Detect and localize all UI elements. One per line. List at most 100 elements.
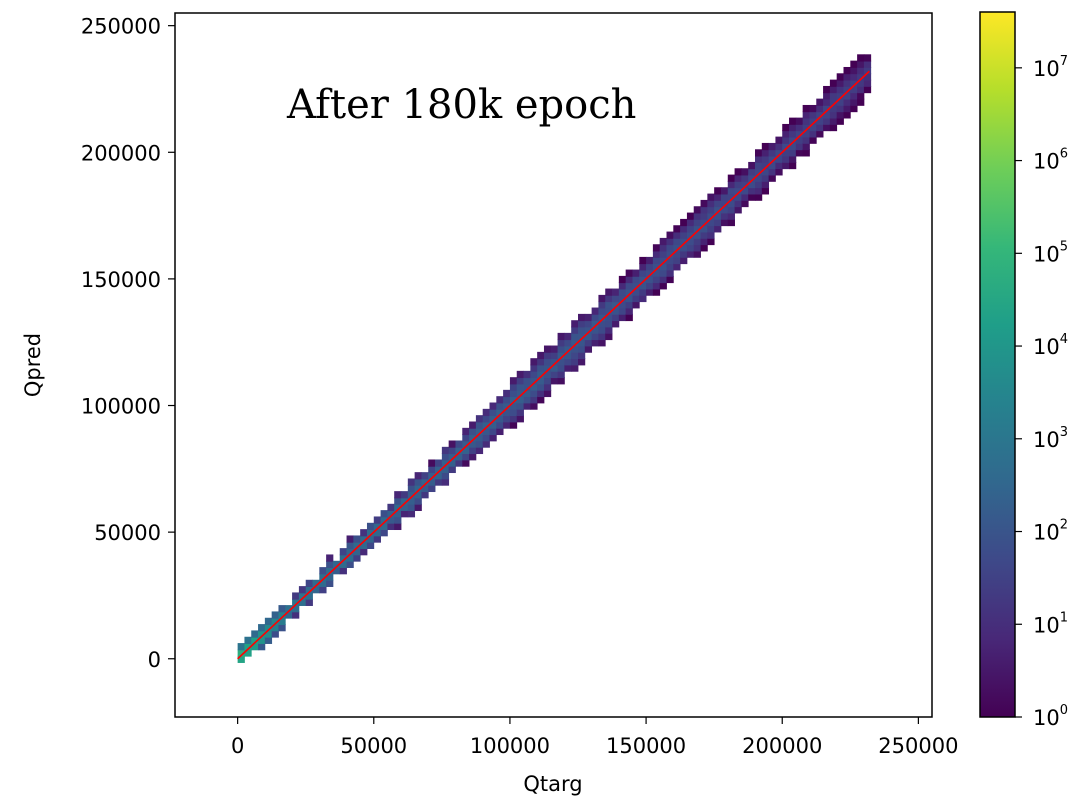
histogram-bin [652, 288, 661, 296]
histogram-bin [469, 421, 477, 429]
histogram-bin [462, 459, 470, 467]
histogram-bin [625, 275, 633, 284]
histogram-bin [768, 168, 776, 176]
histogram-bin [843, 85, 851, 94]
histogram-bin [693, 212, 701, 220]
histogram-bin [652, 269, 661, 277]
histogram-bin [782, 136, 790, 144]
histogram-bin [346, 560, 354, 568]
histogram-bin [673, 237, 681, 246]
histogram-bin [550, 364, 558, 372]
histogram-bin [584, 339, 593, 347]
histogram-bin [503, 389, 511, 398]
histogram-bin [564, 332, 572, 341]
histogram-bin [469, 427, 477, 436]
histogram-bin [387, 516, 395, 524]
histogram-bin [543, 358, 552, 366]
histogram-bin [618, 301, 627, 309]
histogram-bin [809, 117, 817, 125]
histogram-bin [618, 275, 627, 284]
histogram-bin [326, 560, 334, 568]
histogram-bin [802, 130, 810, 138]
histogram-bin [571, 332, 579, 341]
histogram-bin [734, 168, 742, 176]
histogram-bin [802, 149, 810, 157]
x-tick-label: 50000 [340, 734, 407, 758]
histogram-bin [741, 180, 749, 189]
histogram-bin [578, 351, 586, 360]
histogram-bin [571, 345, 579, 353]
histogram-bin [775, 142, 783, 151]
histogram-bin [455, 440, 463, 448]
histogram-bin [639, 256, 647, 265]
histogram-bin [271, 617, 279, 625]
histogram-bin [829, 123, 838, 132]
histogram-bin [578, 320, 586, 328]
histogram-bin [366, 529, 375, 537]
histogram-bin [755, 161, 763, 170]
histogram-bin [652, 250, 661, 258]
histogram-bin [857, 54, 865, 62]
y-tick-label: 250000 [81, 15, 161, 39]
histogram-bin [455, 459, 463, 467]
histogram-bin [428, 459, 436, 467]
histogram-bin [360, 548, 368, 556]
histogram-bin [366, 535, 375, 543]
histogram-bin [850, 98, 858, 106]
histogram-bin [557, 332, 565, 341]
histogram-bin [421, 491, 429, 499]
histogram-bin [612, 294, 620, 303]
histogram-bin [836, 85, 844, 94]
histogram-bin [686, 212, 695, 220]
histogram-bin [612, 301, 620, 309]
histogram-bin [768, 142, 776, 151]
histogram-bin [366, 541, 375, 549]
histogram-bin [707, 212, 715, 220]
histogram-bin [605, 307, 613, 315]
histogram-bin [489, 415, 497, 423]
histogram-bin [373, 529, 381, 537]
histogram-bin [802, 111, 810, 119]
histogram-bin [816, 123, 824, 132]
histogram-bin [809, 136, 817, 144]
histogram-bin [714, 193, 722, 201]
histogram-bin [843, 111, 851, 119]
histogram-bin [693, 237, 701, 246]
colorbar-tick-label: 102 [1033, 518, 1068, 545]
histogram-bin [775, 136, 783, 144]
histogram-bin [857, 85, 865, 94]
histogram-bin [714, 218, 722, 227]
histogram-bin [584, 345, 593, 353]
histogram-bin [836, 79, 844, 87]
histogram-bin [605, 301, 613, 309]
histogram-bin [441, 465, 450, 474]
annotation-text: After 180k epoch [286, 82, 636, 128]
histogram-bin [857, 60, 865, 68]
histogram-bin [394, 510, 402, 518]
histogram-bin [591, 313, 599, 322]
histogram-bin [768, 155, 776, 163]
histogram-bin [598, 294, 606, 303]
histogram-bin [537, 351, 545, 360]
histogram-bin [836, 117, 844, 125]
histogram-bin [700, 237, 708, 246]
histogram-bin [332, 560, 341, 568]
histogram-bin [598, 307, 606, 315]
histogram-bin [720, 199, 729, 208]
histogram-bin [612, 307, 620, 315]
histogram-bin [509, 415, 518, 423]
histogram-bin [380, 516, 388, 524]
histogram-bin [366, 522, 375, 531]
histogram-bin [292, 598, 300, 606]
histogram-bin [298, 592, 307, 600]
histogram-bin [775, 155, 783, 163]
histogram-bin [686, 225, 695, 233]
histogram-bin [496, 427, 504, 436]
histogram-bin [639, 294, 647, 303]
histogram-bin [414, 497, 422, 505]
histogram-bin [761, 174, 770, 182]
histogram-bin [761, 149, 770, 157]
histogram-bin [530, 370, 538, 379]
histogram-bin [305, 598, 313, 606]
histogram-bin [700, 225, 708, 233]
